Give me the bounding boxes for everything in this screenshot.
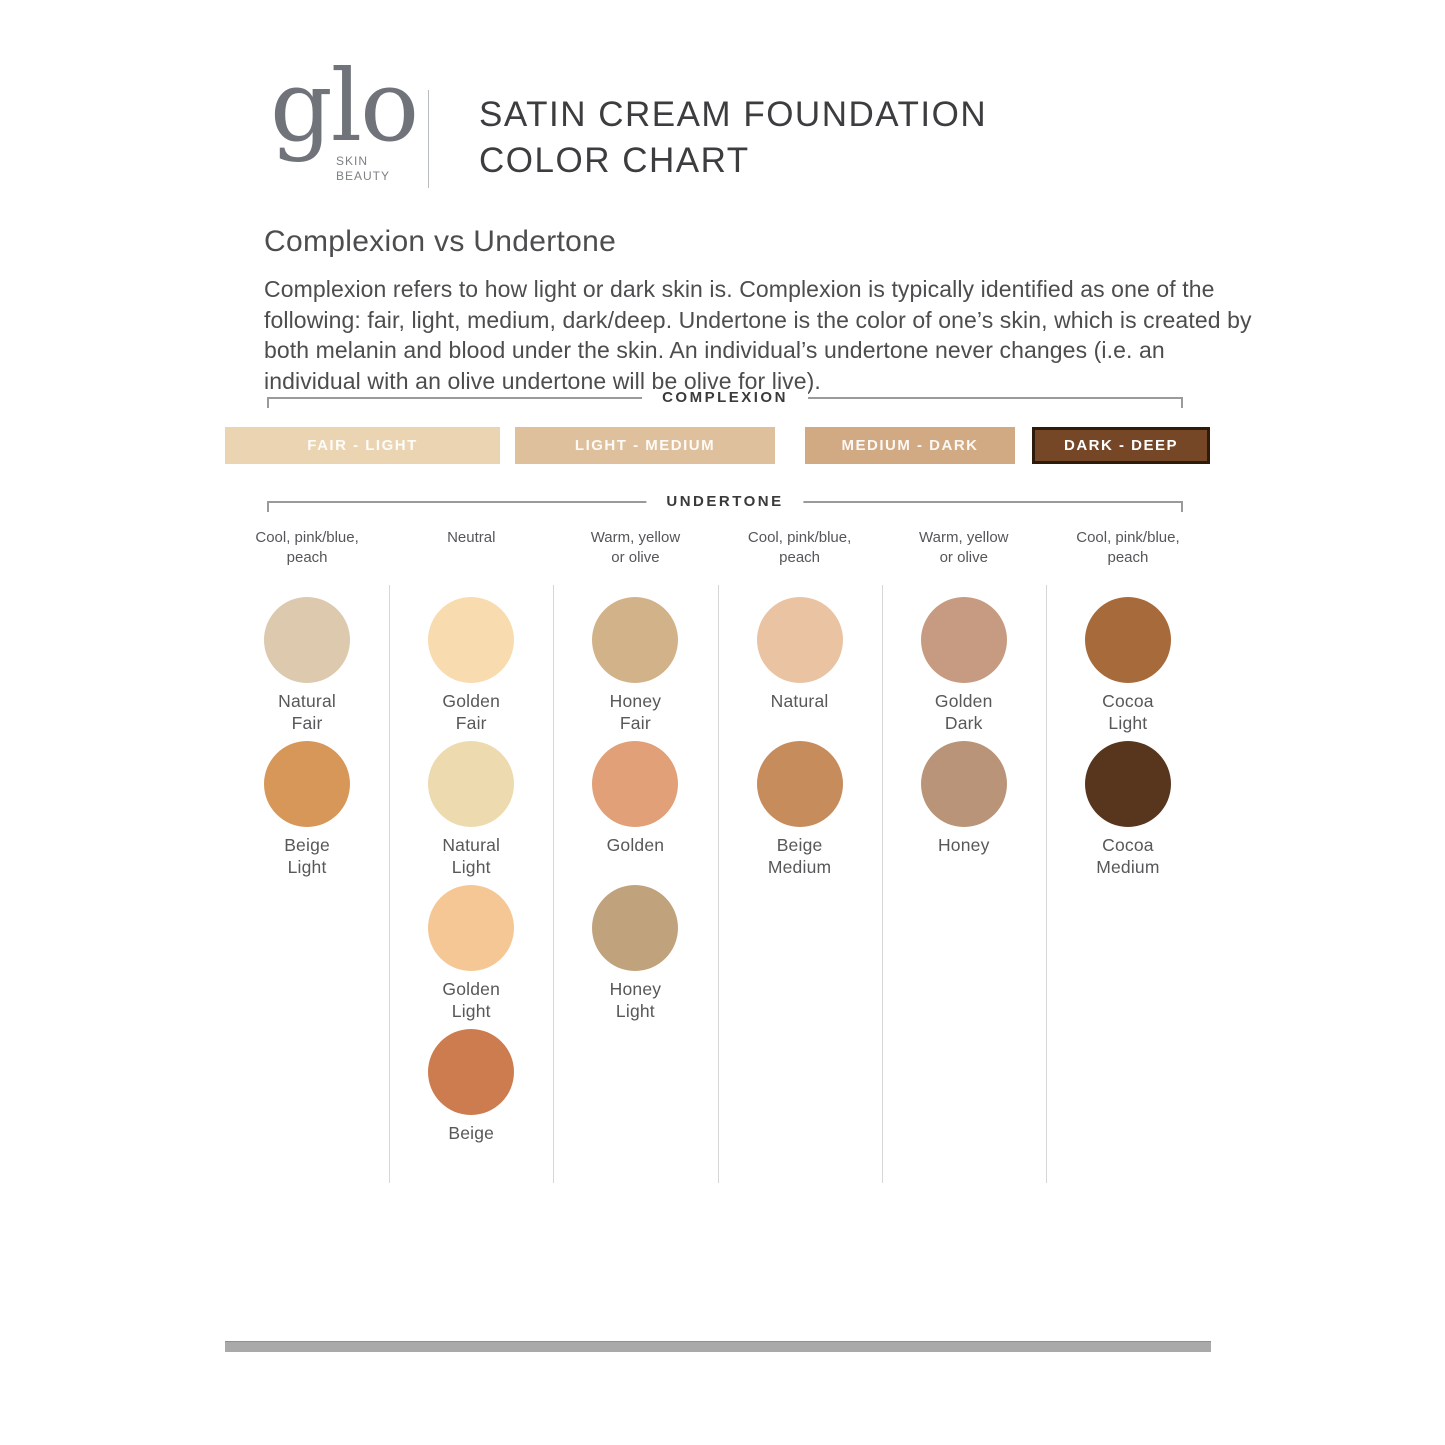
swatch-label: Beige Medium: [767, 835, 832, 878]
swatch-beige-light: Beige Light: [225, 729, 389, 877]
complexion-bar-light-medium: LIGHT - MEDIUM: [515, 427, 775, 464]
swatch-dot-honey-fair: [592, 597, 679, 683]
swatch-label: Cocoa Medium: [1096, 835, 1160, 878]
swatch-beige: Beige: [389, 1017, 553, 1183]
swatch-dot-natural: [756, 597, 843, 683]
section-heading: Complexion vs Undertone: [264, 225, 617, 258]
swatch-golden-light: Golden Light: [389, 873, 553, 1021]
swatch-honey: Honey: [882, 729, 1046, 873]
brand-logo: glo SKIN BEAUTY: [270, 58, 430, 208]
undertone-columns: Cool, pink/blue, peach Neutral Warm, yel…: [225, 528, 1210, 569]
swatch-dot-beige-light: [264, 741, 351, 827]
swatch-beige-medium: Beige Medium: [718, 729, 882, 877]
column-divider: [882, 585, 883, 1183]
intro-section: Complexion vs Undertone Complexion refer…: [264, 225, 1259, 396]
swatch-dot-cocoa-light: [1084, 597, 1171, 683]
swatch-dot-golden-light: [428, 885, 515, 971]
swatch-golden-dark: Golden Dark: [882, 585, 1046, 733]
swatch-label: Natural Fair: [278, 691, 336, 734]
swatch-cocoa-medium: Cocoa Medium: [1046, 729, 1210, 877]
undertone-bracket: UNDERTONE: [267, 493, 1183, 512]
intro-paragraph: Complexion refers to how light or dark s…: [264, 276, 1252, 394]
logo-wordmark: glo: [270, 50, 419, 164]
swatch-dot-natural-fair: [264, 597, 351, 683]
swatch-natural-light: Natural Light: [389, 729, 553, 877]
swatch-label: Cocoa Light: [1102, 691, 1154, 734]
complexion-bar-dark-deep: DARK - DEEP: [1032, 427, 1210, 464]
undertone-column-label-6: Cool, pink/blue, peach: [1076, 529, 1180, 567]
swatch-dot-beige-medium: [756, 741, 843, 827]
undertone-column-label-2: Neutral: [447, 529, 496, 546]
swatch-dot-cocoa-medium: [1084, 741, 1171, 827]
swatch-dot-natural-light: [428, 741, 515, 827]
swatch-honey-light: Honey Light: [553, 873, 717, 1021]
swatch-dot-golden: [592, 741, 679, 827]
swatch-dot-honey-light: [592, 885, 679, 971]
undertone-bracket-label: UNDERTONE: [646, 493, 804, 511]
undertone-column-label-5: Warm, yellow or olive: [919, 529, 1009, 567]
complexion-bracket: COMPLEXION: [267, 389, 1183, 408]
column-divider: [553, 585, 554, 1183]
swatch-label: Beige: [448, 1123, 495, 1143]
header-divider: [428, 90, 429, 188]
swatch-grid: Natural Fair Golden Fair Honey Fair Natu…: [225, 585, 1210, 1183]
swatch-natural: Natural: [718, 585, 882, 729]
complexion-bars: FAIR - LIGHT LIGHT - MEDIUM MEDIUM - DAR…: [225, 427, 1210, 464]
swatch-dot-golden-fair: [428, 597, 515, 683]
undertone-column-label-3: Warm, yellow or olive: [590, 529, 681, 567]
swatch-label: Natural: [770, 691, 829, 711]
swatch-cocoa-light: Cocoa Light: [1046, 585, 1210, 733]
swatch-label: Golden Fair: [442, 691, 501, 734]
undertone-column-label-4: Cool, pink/blue, peach: [747, 529, 852, 567]
swatch-label: Natural Light: [442, 835, 501, 878]
column-divider: [389, 585, 390, 1183]
swatch-honey-fair: Honey Fair: [553, 585, 717, 733]
swatch-label: Golden Dark: [934, 691, 993, 734]
swatch-dot-honey: [920, 741, 1007, 827]
swatch-dot-golden-dark: [920, 597, 1007, 683]
complexion-bar-fair-light: FAIR - LIGHT: [225, 427, 500, 464]
complexion-bracket-label: COMPLEXION: [642, 389, 808, 407]
swatch-golden: Golden: [553, 729, 717, 873]
swatch-label: Golden Light: [442, 979, 501, 1022]
swatch-natural-fair: Natural Fair: [225, 585, 389, 733]
swatch-label: Beige Light: [284, 835, 330, 878]
swatch-label: Honey Fair: [609, 691, 662, 734]
complexion-bar-medium-dark: MEDIUM - DARK: [805, 427, 1015, 464]
column-divider: [1046, 585, 1047, 1183]
logo-subtext: SKIN BEAUTY: [336, 154, 391, 183]
page-title: SATIN CREAM FOUNDATION COLOR CHART: [479, 95, 988, 180]
column-divider: [718, 585, 719, 1183]
swatch-dot-beige: [428, 1029, 515, 1115]
swatch-label: Golden: [606, 835, 665, 855]
footer-bar: [225, 1341, 1211, 1352]
undertone-column-label-1: Cool, pink/blue, peach: [255, 529, 359, 567]
swatch-label: Honey Light: [609, 979, 662, 1022]
swatch-golden-fair: Golden Fair: [389, 585, 553, 733]
swatch-label: Honey: [937, 835, 990, 855]
